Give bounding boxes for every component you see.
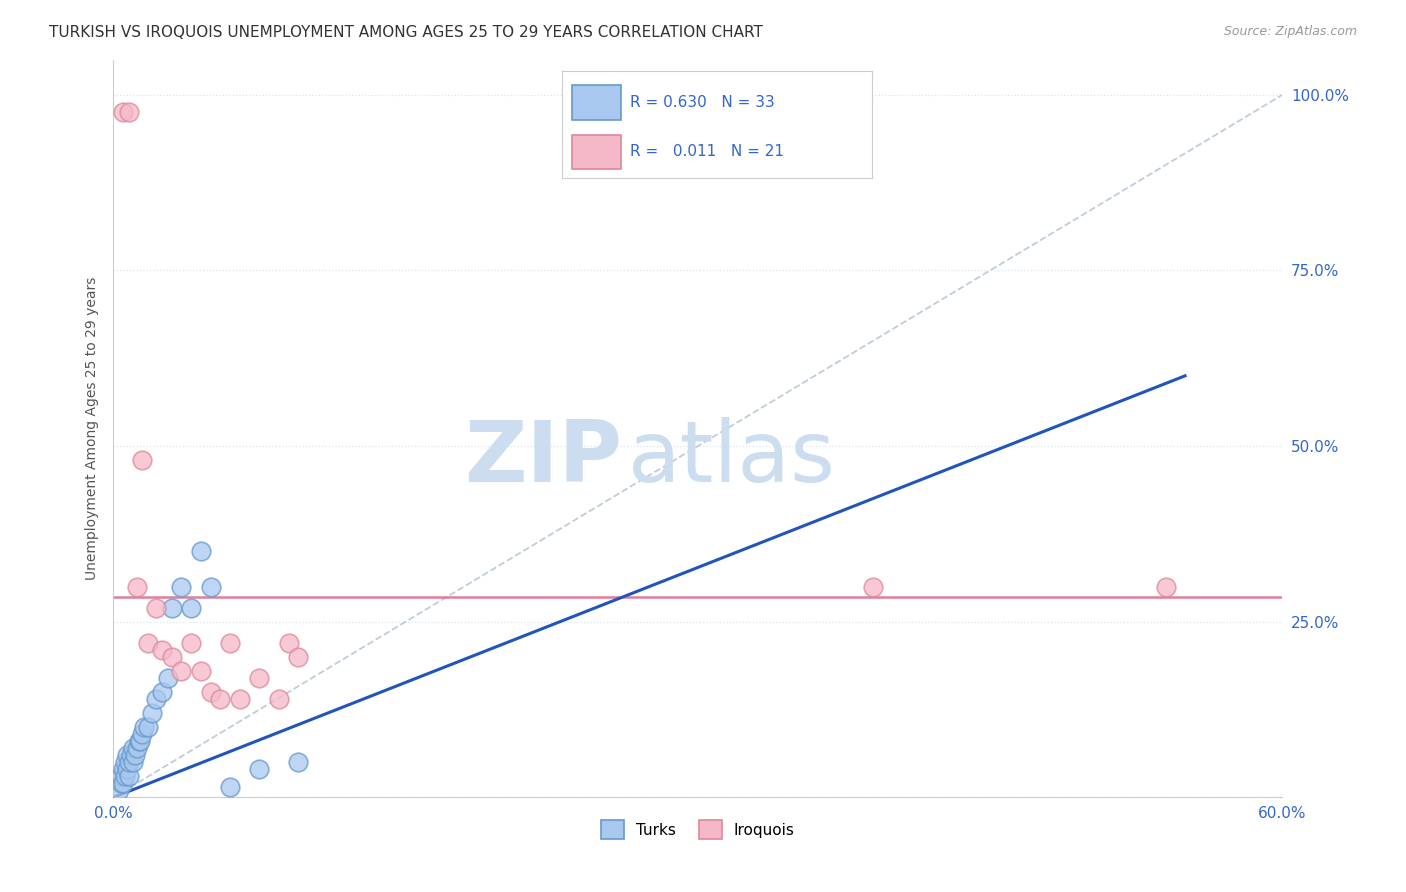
Point bbox=[136, 636, 159, 650]
Point bbox=[190, 664, 212, 678]
Point bbox=[247, 671, 270, 685]
Text: R = 0.630   N = 33: R = 0.630 N = 33 bbox=[630, 95, 775, 110]
Point bbox=[219, 636, 242, 650]
Point bbox=[118, 105, 141, 120]
Point bbox=[150, 643, 173, 657]
Point bbox=[229, 692, 252, 706]
Point bbox=[160, 600, 183, 615]
Point bbox=[125, 741, 148, 756]
Point bbox=[108, 783, 131, 797]
Point bbox=[136, 720, 159, 734]
Point bbox=[170, 580, 193, 594]
Point bbox=[120, 748, 142, 763]
Point bbox=[180, 600, 202, 615]
Point bbox=[129, 734, 152, 748]
Point bbox=[114, 756, 136, 770]
Point bbox=[124, 748, 146, 763]
Point bbox=[1154, 580, 1177, 594]
Point bbox=[118, 769, 141, 783]
Point bbox=[131, 727, 153, 741]
Point bbox=[287, 649, 309, 664]
Text: Source: ZipAtlas.com: Source: ZipAtlas.com bbox=[1223, 25, 1357, 38]
Point bbox=[121, 756, 143, 770]
Point bbox=[111, 762, 134, 776]
Point bbox=[170, 664, 193, 678]
Point bbox=[180, 636, 202, 650]
Point bbox=[110, 769, 132, 783]
Point bbox=[150, 685, 173, 699]
Point bbox=[862, 580, 884, 594]
Point bbox=[141, 706, 163, 720]
Point bbox=[287, 756, 309, 770]
Point bbox=[200, 580, 222, 594]
Point bbox=[125, 580, 148, 594]
Point bbox=[131, 453, 153, 467]
Point bbox=[111, 776, 134, 790]
Point bbox=[267, 692, 290, 706]
Text: R =   0.011   N = 21: R = 0.011 N = 21 bbox=[630, 145, 785, 159]
Point bbox=[111, 105, 134, 120]
Point bbox=[145, 692, 167, 706]
Point bbox=[200, 685, 222, 699]
Point bbox=[121, 741, 143, 756]
Point bbox=[219, 780, 242, 794]
Point bbox=[114, 769, 136, 783]
Point bbox=[156, 671, 179, 685]
Point bbox=[209, 692, 232, 706]
Point bbox=[145, 600, 167, 615]
Y-axis label: Unemployment Among Ages 25 to 29 years: Unemployment Among Ages 25 to 29 years bbox=[86, 277, 100, 580]
Point bbox=[247, 762, 270, 776]
Text: atlas: atlas bbox=[627, 417, 835, 500]
Text: ZIP: ZIP bbox=[464, 417, 621, 500]
Point bbox=[115, 748, 138, 763]
Point bbox=[115, 762, 138, 776]
Point bbox=[118, 756, 141, 770]
Point bbox=[160, 649, 183, 664]
Point bbox=[190, 544, 212, 558]
Point bbox=[110, 776, 132, 790]
Point bbox=[134, 720, 156, 734]
Point bbox=[277, 636, 299, 650]
Text: TURKISH VS IROQUOIS UNEMPLOYMENT AMONG AGES 25 TO 29 YEARS CORRELATION CHART: TURKISH VS IROQUOIS UNEMPLOYMENT AMONG A… bbox=[49, 25, 763, 40]
Point bbox=[128, 734, 150, 748]
Legend: Turks, Iroquois: Turks, Iroquois bbox=[595, 814, 801, 845]
FancyBboxPatch shape bbox=[572, 135, 621, 169]
FancyBboxPatch shape bbox=[572, 86, 621, 120]
